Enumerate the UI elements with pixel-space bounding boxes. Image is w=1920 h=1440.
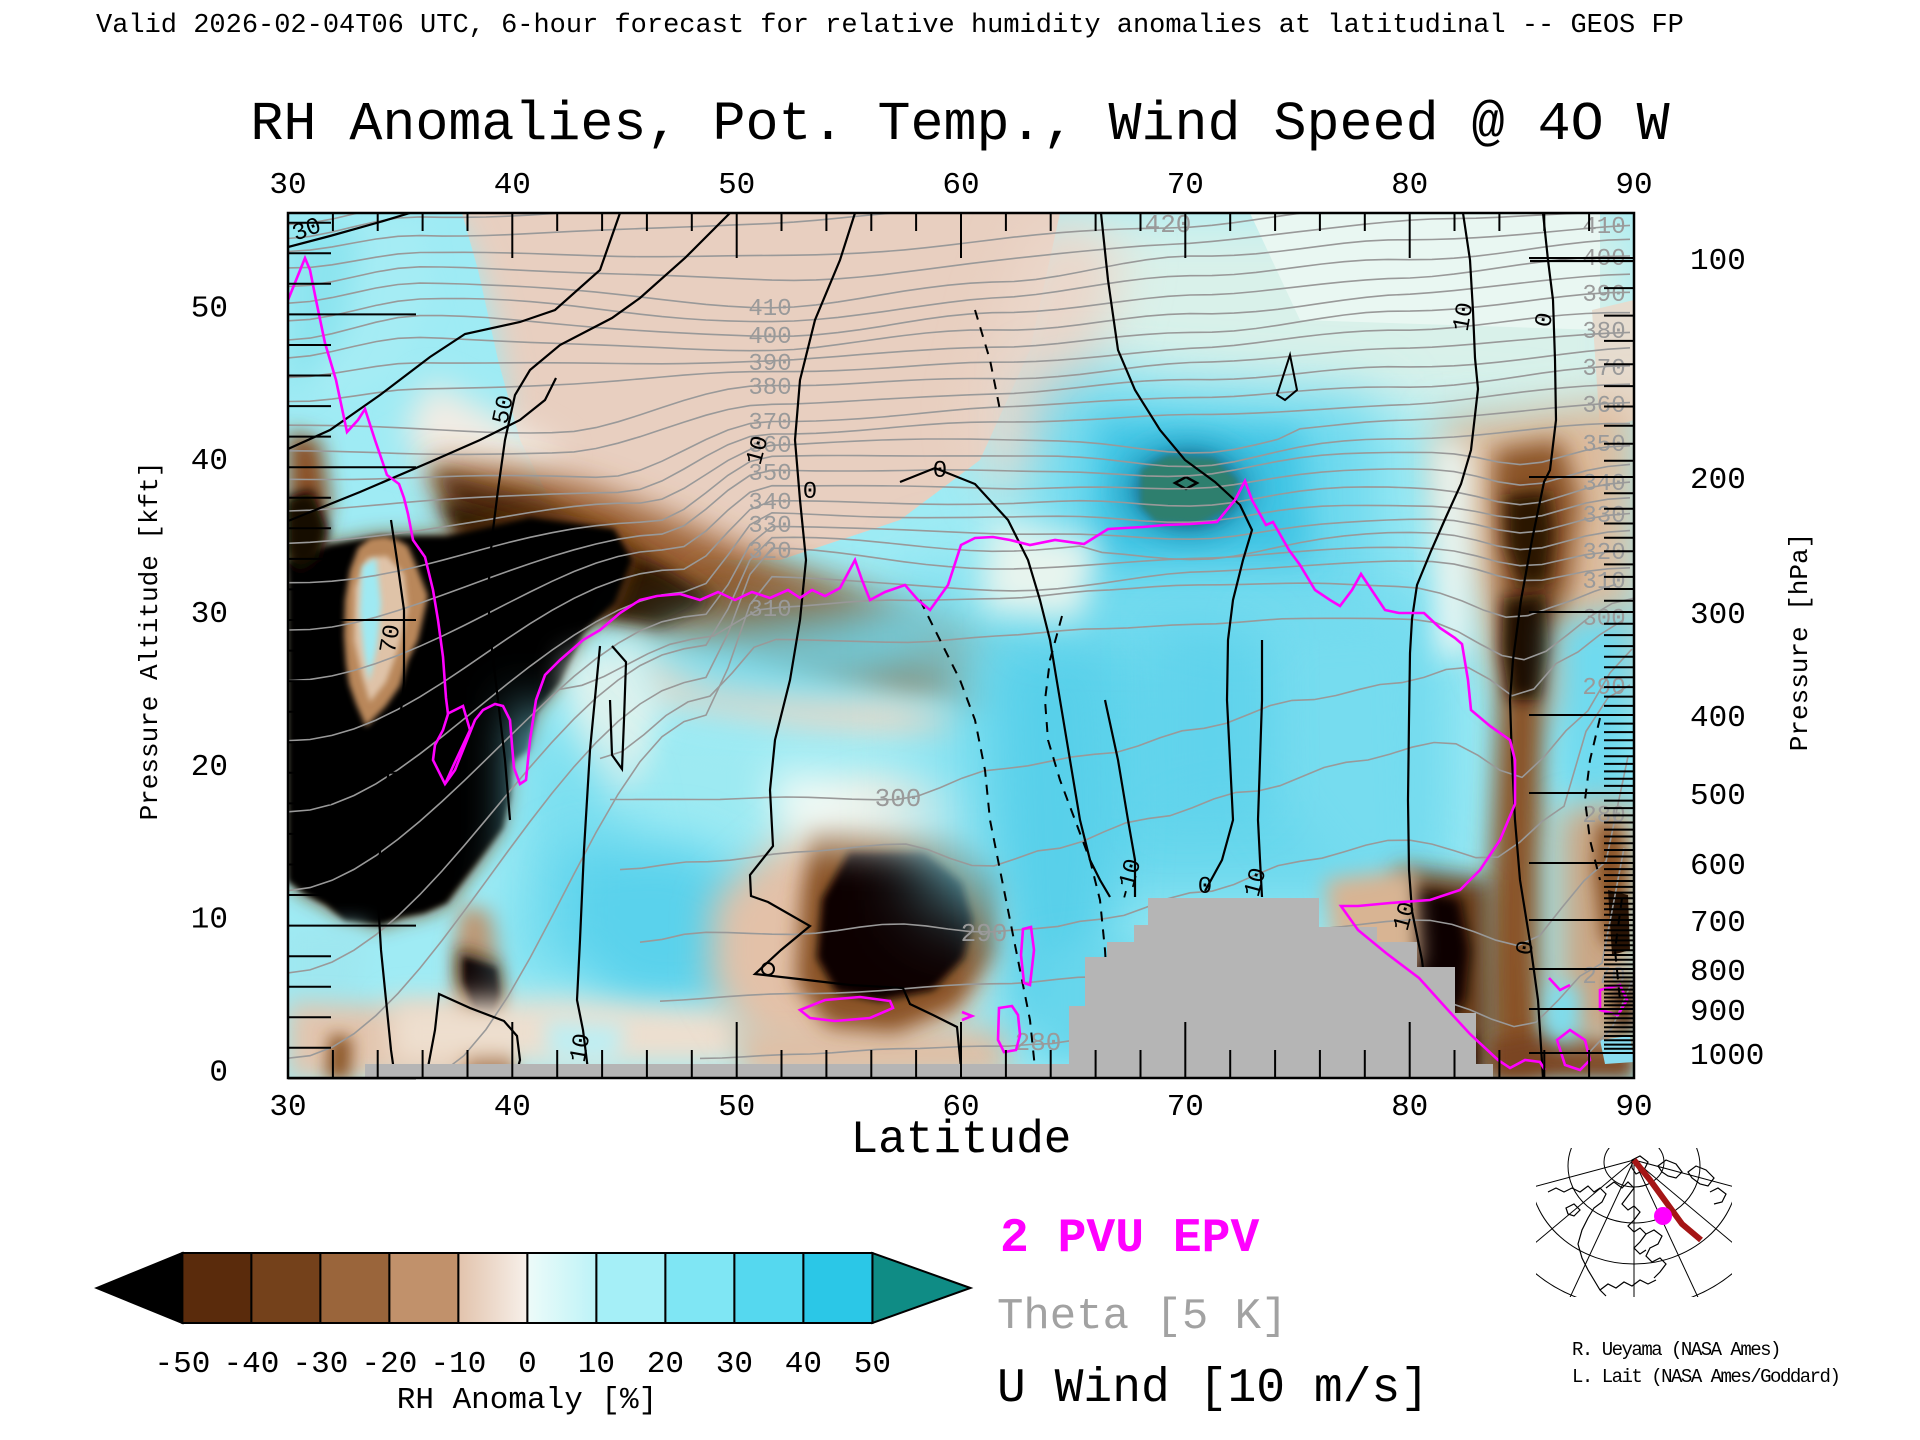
svg-text:RH Anomaly [%]: RH Anomaly [%]: [397, 1383, 657, 1418]
svg-text:Latitude: Latitude: [851, 1114, 1072, 1166]
svg-text:380: 380: [1582, 319, 1625, 346]
svg-text:340: 340: [748, 490, 791, 517]
svg-text:50: 50: [718, 1090, 755, 1125]
svg-text:-30: -30: [292, 1347, 348, 1382]
svg-text:800: 800: [1690, 955, 1746, 990]
svg-text:50: 50: [854, 1347, 891, 1382]
svg-text:80: 80: [1391, 1090, 1428, 1125]
svg-text:70: 70: [376, 623, 408, 656]
svg-text:40: 40: [494, 168, 531, 203]
svg-text:360: 360: [748, 433, 791, 460]
svg-text:50: 50: [718, 168, 755, 203]
svg-text:Valid 2026-02-04T06 UTC, 6-hou: Valid 2026-02-04T06 UTC, 6-hour forecast…: [96, 11, 1684, 41]
svg-text:0: 0: [1512, 939, 1541, 958]
svg-text:U Wind [10 m/s]: U Wind [10 m/s]: [997, 1362, 1429, 1416]
svg-text:300: 300: [1690, 598, 1746, 633]
svg-text:330: 330: [748, 513, 791, 540]
svg-text:10: 10: [191, 903, 228, 938]
svg-text:30: 30: [269, 168, 306, 203]
svg-text:700: 700: [1690, 906, 1746, 941]
svg-text:-40: -40: [223, 1347, 279, 1382]
svg-text:330: 330: [1582, 503, 1625, 530]
svg-text:0: 0: [209, 1055, 228, 1090]
svg-text:400: 400: [1690, 701, 1746, 736]
svg-text:1000: 1000: [1690, 1039, 1764, 1074]
svg-text:RH Anomalies, Pot. Temp., Wind: RH Anomalies, Pot. Temp., Wind Speed @ 4…: [250, 93, 1669, 156]
svg-text:200: 200: [1690, 463, 1746, 498]
svg-text:-20: -20: [361, 1347, 417, 1382]
svg-text:100: 100: [1690, 244, 1746, 279]
svg-text:310: 310: [1582, 569, 1625, 596]
svg-text:390: 390: [1582, 282, 1625, 309]
svg-text:90: 90: [1615, 1090, 1652, 1125]
svg-text:10: 10: [1449, 301, 1481, 334]
svg-text:380: 380: [748, 375, 791, 402]
svg-text:R. Ueyama (NASA Ames): R. Ueyama (NASA Ames): [1572, 1339, 1780, 1361]
svg-text:310: 310: [748, 597, 791, 624]
svg-text:370: 370: [748, 410, 791, 437]
svg-text:Pressure [hPa]: Pressure [hPa]: [1785, 533, 1815, 751]
svg-text:50: 50: [488, 393, 520, 427]
svg-text:0: 0: [1531, 311, 1560, 330]
svg-text:10: 10: [566, 1032, 598, 1065]
svg-text:0: 0: [1198, 874, 1212, 901]
svg-text:320: 320: [748, 539, 791, 566]
svg-text:0: 0: [933, 458, 947, 485]
svg-text:290: 290: [961, 919, 1008, 949]
svg-text:400: 400: [1582, 246, 1625, 273]
svg-text:70: 70: [1167, 1090, 1204, 1125]
svg-text:320: 320: [1582, 540, 1625, 567]
svg-text:400: 400: [748, 324, 791, 351]
svg-text:40: 40: [785, 1347, 822, 1382]
svg-text:80: 80: [1391, 168, 1428, 203]
svg-text:300: 300: [875, 784, 922, 814]
svg-text:350: 350: [1582, 432, 1625, 459]
svg-text:20: 20: [191, 750, 228, 785]
svg-text:500: 500: [1690, 779, 1746, 814]
svg-text:0: 0: [803, 479, 817, 506]
svg-text:420: 420: [1145, 210, 1192, 240]
svg-text:370: 370: [1582, 356, 1625, 383]
svg-text:280: 280: [1015, 1028, 1062, 1058]
svg-text:900: 900: [1690, 995, 1746, 1030]
svg-text:50: 50: [191, 291, 228, 326]
svg-text:-10: -10: [430, 1347, 486, 1382]
svg-text:30: 30: [716, 1347, 753, 1382]
svg-text:30: 30: [269, 1090, 306, 1125]
svg-text:30: 30: [191, 597, 228, 632]
svg-text:60: 60: [942, 168, 979, 203]
svg-text:10: 10: [578, 1347, 615, 1382]
svg-text:350: 350: [748, 461, 791, 488]
svg-text:0: 0: [518, 1347, 537, 1382]
svg-text:Theta [5 K]: Theta [5 K]: [997, 1292, 1287, 1342]
svg-text:410: 410: [748, 296, 791, 323]
svg-text:90: 90: [1615, 168, 1652, 203]
svg-text:Pressure Altitude [kft]: Pressure Altitude [kft]: [135, 462, 165, 821]
svg-text:290: 290: [1582, 675, 1625, 702]
svg-text:70: 70: [1167, 168, 1204, 203]
svg-text:40: 40: [191, 444, 228, 479]
svg-text:600: 600: [1690, 849, 1746, 884]
svg-text:L. Lait (NASA Ames/Goddard): L. Lait (NASA Ames/Goddard): [1572, 1366, 1839, 1388]
svg-text:-50: -50: [154, 1347, 210, 1382]
svg-text:20: 20: [647, 1347, 684, 1382]
svg-text:40: 40: [494, 1090, 531, 1125]
svg-text:300: 300: [1582, 606, 1625, 633]
svg-text:60: 60: [942, 1090, 979, 1125]
svg-text:390: 390: [748, 351, 791, 378]
svg-text:2 PVU EPV: 2 PVU EPV: [1000, 1212, 1259, 1266]
